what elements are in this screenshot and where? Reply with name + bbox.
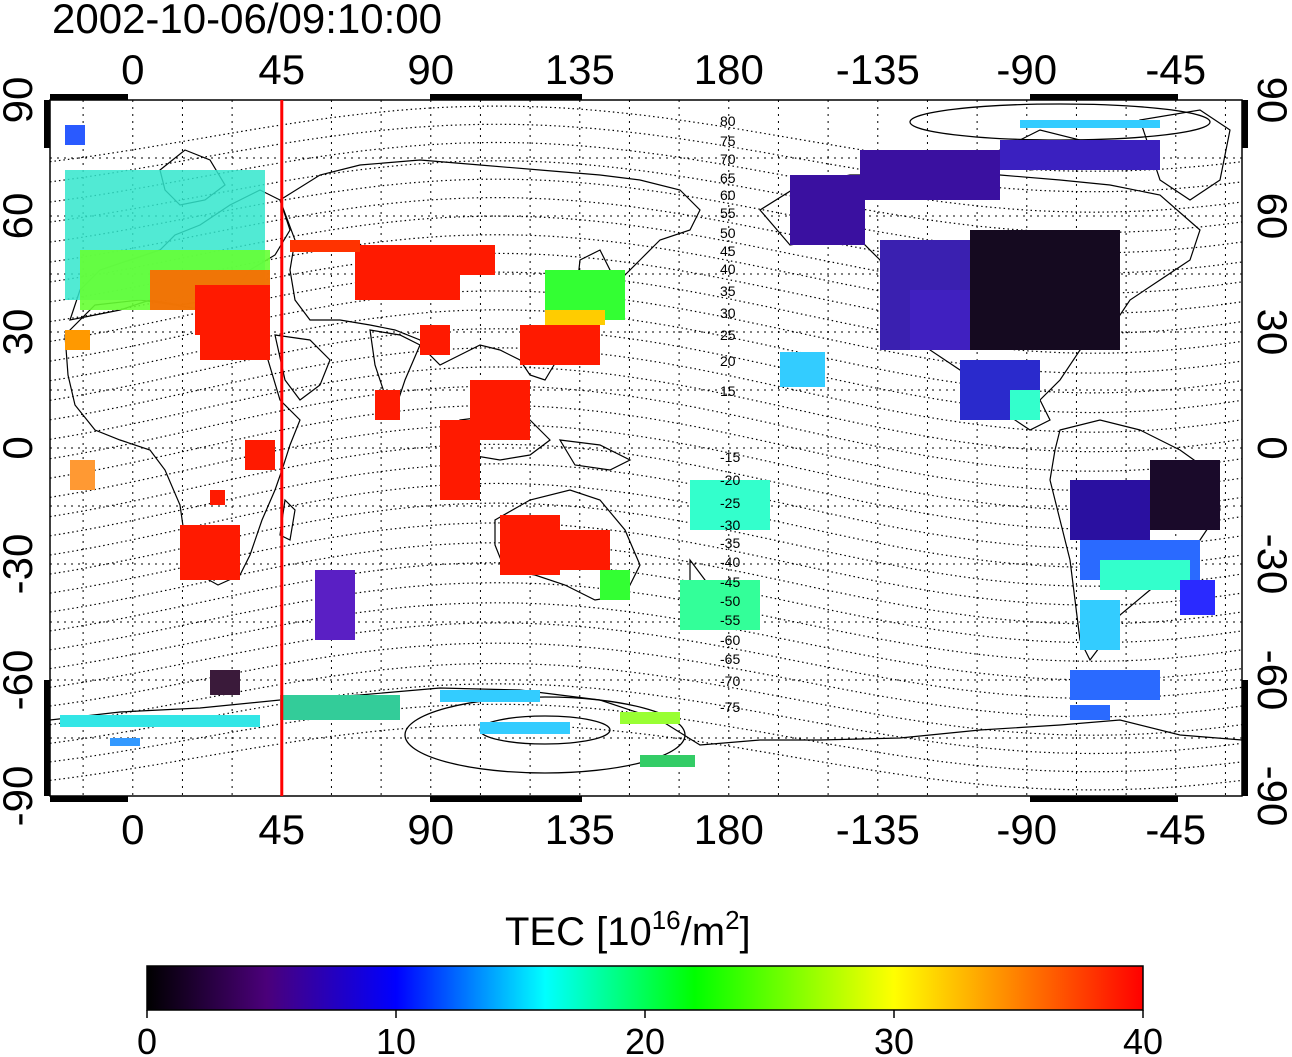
magnetic-contour [50, 482, 1242, 568]
contour-label: -40 [720, 554, 740, 570]
magnetic-contour [50, 502, 1242, 587]
tec-data-points [60, 120, 1220, 767]
colorbar-tick-label: 40 [1123, 1021, 1163, 1057]
frame-bar-right [1242, 100, 1248, 148]
lat-tick-left: -60 [0, 650, 41, 711]
colorbar-tick-label: 20 [625, 1021, 665, 1057]
lon-ticks-bottom: 0 45 90 135 180 -135 -90 -45 [121, 806, 1206, 853]
magnetic-contour [50, 522, 1242, 606]
frame-tick-bars [44, 94, 1248, 802]
contour-label: -35 [720, 535, 740, 551]
contour-label: -75 [720, 699, 740, 715]
contour-label: 20 [720, 353, 736, 369]
frame-bar-top [1030, 94, 1178, 100]
contour-label: 50 [720, 225, 736, 241]
magnetic-contour [50, 347, 1242, 433]
colorbar-tick-label: 0 [137, 1021, 157, 1057]
contour-label: 25 [720, 327, 736, 343]
contour-label: 35 [720, 283, 736, 299]
contour-label: -45 [720, 574, 740, 590]
lon-tick-top: -45 [1145, 46, 1206, 93]
colorbar-tick-label: 10 [376, 1021, 416, 1057]
contour-label: 70 [720, 151, 736, 167]
magnetic-contour [50, 404, 1242, 492]
lat-tick-right: -30 [1249, 534, 1292, 595]
lon-tick-top: -90 [996, 46, 1057, 93]
lat-ticks-left: 90 60 30 0 -30 -60 -90 [0, 77, 41, 827]
frame-bar-bottom [50, 796, 128, 802]
contour-label: -70 [720, 673, 740, 689]
contour-label: -60 [720, 632, 740, 648]
contour-label: -25 [720, 495, 740, 511]
colorbar-ticks: 0 10 20 30 40 [137, 1010, 1163, 1057]
lon-tick-top: 0 [121, 46, 144, 93]
frame-bar-top [430, 94, 582, 100]
lat-tick-right: -60 [1249, 650, 1292, 711]
lon-tick-bottom: 135 [545, 806, 615, 853]
contour-label: -20 [720, 472, 740, 488]
lat-tick-right: 0 [1249, 436, 1292, 459]
lat-tick-right: -90 [1249, 766, 1292, 827]
lat-tick-left: 60 [0, 193, 41, 240]
lon-tick-bottom: -45 [1145, 806, 1206, 853]
lat-lon-grid [50, 100, 1242, 796]
contour-label: 55 [720, 205, 736, 221]
contour-label: -15 [720, 449, 740, 465]
lon-tick-top: 135 [545, 46, 615, 93]
magnetic-contour [50, 602, 1242, 681]
contour-label: 75 [720, 133, 736, 149]
lat-tick-left: 90 [0, 77, 41, 124]
contour-label: 45 [720, 243, 736, 259]
contour-label: -30 [720, 517, 740, 533]
frame-bar-right [1242, 680, 1248, 796]
contour-label: 15 [720, 383, 736, 399]
lat-tick-right: 60 [1249, 193, 1292, 240]
contour-label: -65 [720, 651, 740, 667]
lat-tick-left: 0 [0, 436, 41, 459]
frame-bar-bottom [1030, 796, 1178, 802]
magnetic-contour [50, 642, 1242, 718]
lon-tick-bottom: 90 [407, 806, 454, 853]
lon-tick-bottom: 0 [121, 806, 144, 853]
lon-tick-bottom: -135 [836, 806, 920, 853]
magnetic-contour [50, 463, 1242, 549]
contour-label: 80 [720, 113, 736, 129]
colorbar [146, 965, 1144, 1011]
contour-label: -55 [720, 612, 740, 628]
colorbar-tick-label: 30 [874, 1021, 914, 1057]
lon-tick-top: 90 [407, 46, 454, 93]
magnetic-contour [50, 542, 1242, 625]
colorbar-label: TEC [1016/m2] [505, 905, 751, 954]
contour-label: 40 [720, 261, 736, 277]
contour-label: -50 [720, 593, 740, 609]
lon-tick-bottom: 180 [694, 806, 764, 853]
lat-tick-left: 30 [0, 309, 41, 356]
figure-title: 2002-10-06/09:10:00 [52, 0, 442, 42]
magnetic-contour [50, 385, 1242, 472]
frame-bar-left [44, 100, 50, 148]
magnetic-contour [50, 366, 1242, 453]
contour-label: 65 [720, 170, 736, 186]
lat-tick-left: -30 [0, 534, 41, 595]
lat-tick-left: -90 [0, 766, 41, 827]
lon-tick-bottom: 45 [258, 806, 305, 853]
frame-bar-top [50, 94, 128, 100]
lon-tick-top: 180 [694, 46, 764, 93]
lon-tick-top: -135 [836, 46, 920, 93]
lon-tick-top: 45 [258, 46, 305, 93]
frame-bar-bottom [430, 796, 582, 802]
lat-ticks-right: 90 60 30 0 -30 -60 -90 [1249, 77, 1292, 827]
magnetic-contour [50, 622, 1242, 700]
lat-tick-right: 30 [1249, 309, 1292, 356]
contour-label: 30 [720, 305, 736, 321]
contour-label: 60 [720, 187, 736, 203]
lon-tick-bottom: -90 [996, 806, 1057, 853]
magnetic-contour [50, 443, 1242, 530]
lat-tick-right: 90 [1249, 77, 1292, 124]
lon-ticks-top: 0 45 90 135 180 -135 -90 -45 [121, 46, 1206, 93]
frame-bar-left [44, 680, 50, 796]
